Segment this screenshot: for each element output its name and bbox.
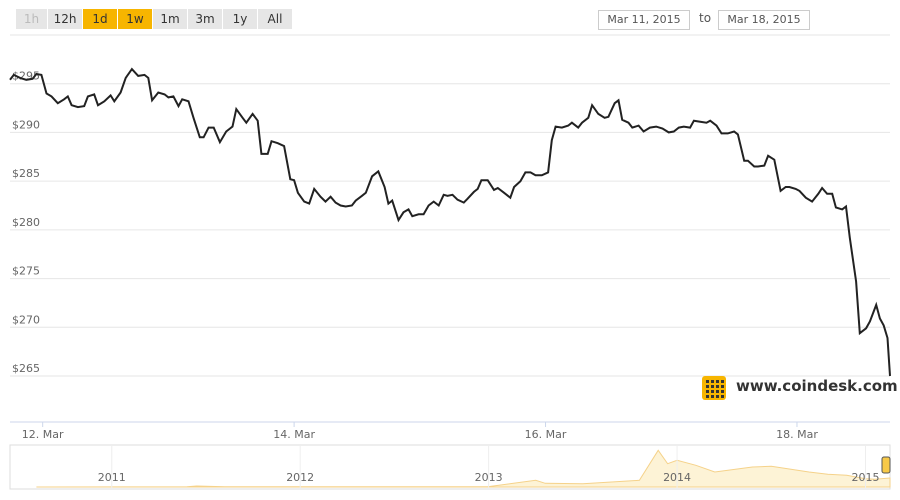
logo-dot xyxy=(711,385,714,388)
range-button[interactable]: 1w xyxy=(118,9,152,29)
y-tick-label: $285 xyxy=(12,167,40,180)
y-tick-label: $265 xyxy=(12,362,40,375)
range-button: 1h xyxy=(16,9,47,29)
range-button[interactable]: All xyxy=(258,9,292,29)
logo-dot xyxy=(716,395,719,398)
x-tick-label: 12. Mar xyxy=(22,428,64,441)
x-tick-label: 18. Mar xyxy=(776,428,818,441)
to-label: to xyxy=(699,11,712,25)
logo-dot xyxy=(706,395,709,398)
y-tick-label: $280 xyxy=(12,216,40,229)
navigator-label: 2014 xyxy=(663,471,691,484)
navigator-label: 2012 xyxy=(286,471,314,484)
navigator-area xyxy=(36,449,891,488)
range-button[interactable]: 12h xyxy=(48,9,82,29)
y-tick-label: $275 xyxy=(12,265,40,278)
price-line xyxy=(9,67,891,377)
logo-dot xyxy=(711,380,714,383)
x-tick-label: 16. Mar xyxy=(525,428,567,441)
x-tick-label: 14. Mar xyxy=(273,428,315,441)
navigator-label: 2011 xyxy=(98,471,126,484)
range-button[interactable]: 1y xyxy=(223,9,257,29)
range-button[interactable]: 1d xyxy=(83,9,117,29)
navigator-handle xyxy=(881,456,891,474)
logo xyxy=(702,376,726,400)
range-button[interactable]: 1m xyxy=(153,9,187,29)
logo-dot xyxy=(721,380,724,383)
logo-dot xyxy=(721,395,724,398)
logo-dot xyxy=(706,385,709,388)
logo-dot xyxy=(706,390,709,393)
navigator-label: 2015 xyxy=(852,471,880,484)
logo-dot xyxy=(716,385,719,388)
logo-dot xyxy=(706,380,709,383)
from-date[interactable]: Mar 11, 2015 xyxy=(598,10,690,30)
y-tick-label: $290 xyxy=(12,118,40,131)
logo-dot xyxy=(711,395,714,398)
logo-dot xyxy=(716,380,719,383)
range-button[interactable]: 3m xyxy=(188,9,222,29)
logo-dot xyxy=(721,390,724,393)
logo-dot xyxy=(721,385,724,388)
watermark: www.coindesk.com xyxy=(736,377,898,395)
navigator-label: 2013 xyxy=(475,471,503,484)
to-date[interactable]: Mar 18, 2015 xyxy=(718,10,810,30)
logo-dot xyxy=(711,390,714,393)
y-tick-label: $270 xyxy=(12,313,40,326)
logo-dot xyxy=(716,390,719,393)
